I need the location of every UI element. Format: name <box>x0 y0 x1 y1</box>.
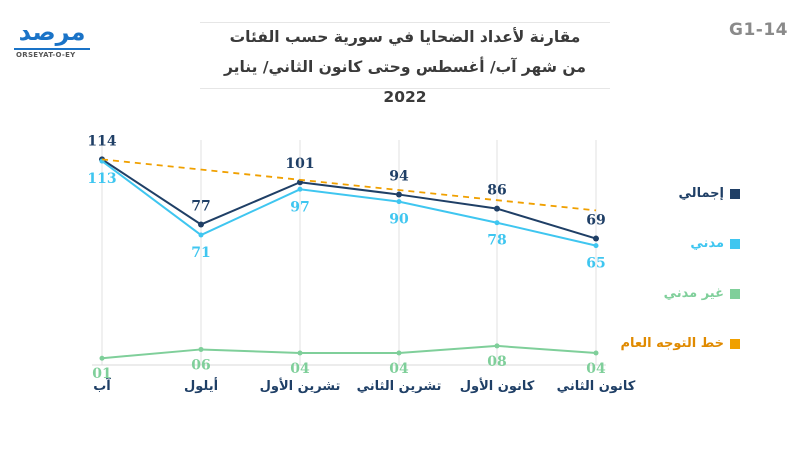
data-label: 101 <box>285 156 314 172</box>
legend-swatch <box>730 188 740 199</box>
title-line-2: من شهر آب/ أغسطس وحتى كانون الثاني/ يناي… <box>224 58 586 106</box>
data-point <box>593 235 599 242</box>
title-bottom-rule <box>200 88 610 89</box>
data-point <box>99 355 105 361</box>
data-point <box>297 186 303 192</box>
legend-swatch <box>730 238 740 249</box>
data-label: 114 <box>87 133 116 149</box>
series-line-1 <box>101 160 597 247</box>
x-tick-label: تشرين الثاني <box>357 379 442 394</box>
title-line-1: مقارنة لأعداد الضحايا في سورية حسب الفئا… <box>229 28 581 46</box>
data-label: 78 <box>487 233 506 249</box>
data-label: 08 <box>487 354 506 370</box>
data-point <box>494 220 500 226</box>
data-label: 97 <box>290 199 309 215</box>
legend-label: خط التوجه العام <box>620 336 724 351</box>
data-point <box>198 232 204 238</box>
data-point <box>198 221 204 228</box>
x-tick-label: كانون الأول <box>460 377 535 394</box>
chart-title: مقارنة لأعداد الضحايا في سورية حسب الفئا… <box>200 22 610 112</box>
x-tick-label: كانون الثاني <box>557 379 636 394</box>
data-point <box>396 199 402 205</box>
x-tick-label: أيلول <box>184 377 218 394</box>
data-label: 04 <box>389 361 409 377</box>
data-label: 06 <box>191 357 210 373</box>
data-point <box>593 350 599 356</box>
legend-item: غير مدني <box>664 286 740 301</box>
data-point <box>494 205 500 212</box>
legend-item: مدني <box>690 236 740 251</box>
data-point <box>198 346 204 352</box>
data-label: 65 <box>586 256 605 272</box>
legend-label: غير مدني <box>663 286 724 301</box>
logo-subtitle: ORSEYAT-O-EY <box>16 51 76 59</box>
data-point <box>593 243 599 249</box>
data-point <box>494 343 500 349</box>
series-line-0 <box>101 158 597 240</box>
logo-underline <box>14 48 90 50</box>
legend-item: خط التوجه العام <box>621 336 740 351</box>
data-label: 94 <box>389 169 409 185</box>
data-point <box>396 191 402 198</box>
logo-word: مرصد <box>18 18 86 46</box>
legend-item: إجمالي <box>679 186 740 201</box>
legend-swatch <box>730 338 740 349</box>
legend-label: مدني <box>690 236 724 251</box>
data-label: 69 <box>586 213 605 229</box>
legend-label: إجمالي <box>678 186 724 201</box>
data-label: 77 <box>191 198 210 214</box>
data-label: 04 <box>290 361 310 377</box>
x-tick-label: تشرين الأول <box>260 377 341 394</box>
data-label: 01 <box>92 366 111 382</box>
x-tick-label: آب <box>93 377 111 394</box>
data-label: 04 <box>586 361 606 377</box>
data-point <box>297 350 303 356</box>
data-label: 113 <box>87 171 116 187</box>
data-label: 90 <box>389 212 409 228</box>
series-line-3 <box>101 158 597 212</box>
logo: مرصد ORSEYAT-O-EY <box>14 18 94 66</box>
title-top-rule <box>200 22 610 23</box>
legend-swatch <box>730 288 740 299</box>
data-point <box>396 350 402 356</box>
series-line-2 <box>101 344 597 360</box>
chart-code: G1-14 <box>729 20 788 40</box>
data-label: 71 <box>191 245 210 261</box>
data-label: 86 <box>487 183 506 199</box>
